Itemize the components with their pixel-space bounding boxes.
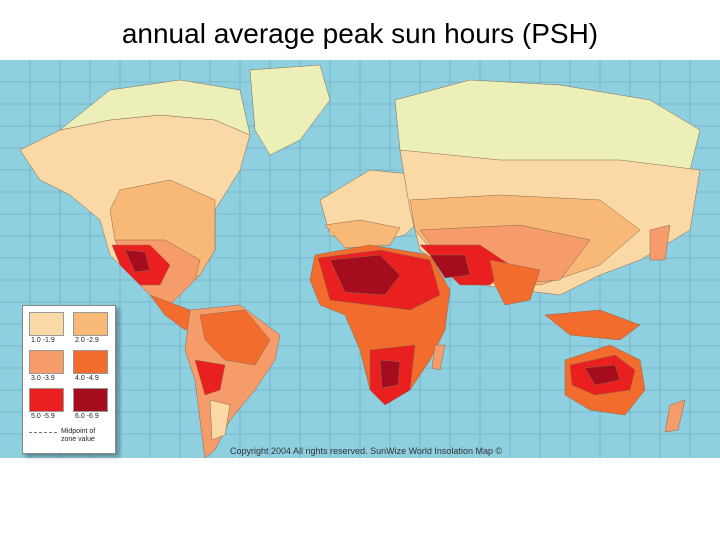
legend-label-4: 4.0 -4.9 bbox=[75, 375, 99, 382]
legend-midpoint-line bbox=[29, 432, 57, 433]
australia bbox=[564, 344, 686, 433]
legend-swatch-2 bbox=[73, 312, 108, 336]
page-title: annual average peak sun hours (PSH) bbox=[121, 18, 599, 49]
legend-label-6: 6.0 -6.9 bbox=[75, 413, 99, 420]
legend-label-5: 5.0 -5.9 bbox=[31, 413, 55, 420]
legend-swatch-6 bbox=[73, 388, 108, 412]
map-legend: 1.0 -1.9 2.0 -2.9 3.0 -3.9 4.0 -4.9 5.0 … bbox=[22, 305, 116, 454]
south-america bbox=[184, 304, 281, 458]
legend-swatch-4 bbox=[73, 350, 108, 374]
arctic-land bbox=[59, 64, 701, 181]
asia bbox=[399, 149, 701, 341]
legend-midpoint-label: Midpoint of zone value bbox=[61, 428, 96, 443]
legend-label-1: 1.0 -1.9 bbox=[31, 337, 55, 344]
map-svg bbox=[0, 60, 720, 458]
legend-swatch-1 bbox=[29, 312, 64, 336]
legend-label-3: 3.0 -3.9 bbox=[31, 375, 55, 382]
copyright-notice: Copyright 2004 All rights reserved. SunW… bbox=[230, 446, 503, 456]
legend-label-2: 2.0 -2.9 bbox=[75, 337, 99, 344]
legend-swatch-3 bbox=[29, 350, 64, 374]
europe bbox=[319, 169, 431, 249]
legend-swatch-5 bbox=[29, 388, 64, 412]
africa bbox=[309, 244, 451, 406]
north-america bbox=[19, 114, 251, 331]
world-insolation-map bbox=[0, 60, 720, 458]
